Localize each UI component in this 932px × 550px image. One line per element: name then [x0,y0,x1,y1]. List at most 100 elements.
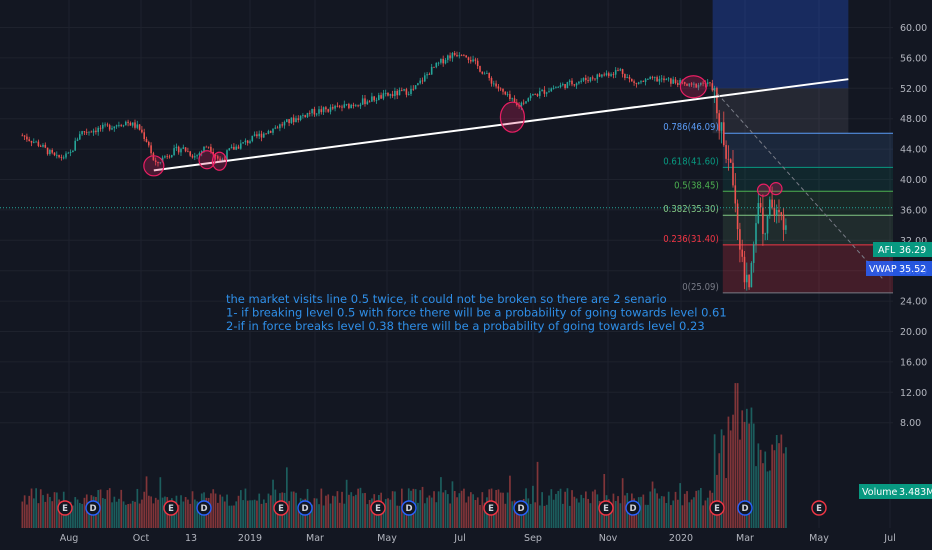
volume-bar [697,490,700,528]
volume-bar [465,502,468,528]
candle-body [647,79,649,80]
volume-bar [113,496,116,528]
candle-body [718,113,720,131]
candle-body [633,81,635,83]
candle-body [76,139,79,141]
candle-body [630,78,633,82]
volume-bar [683,493,686,528]
volume-bar [757,443,760,528]
candle-body [702,82,704,84]
candle-body [267,131,270,134]
volume-bar [65,503,67,528]
candle-body [290,117,293,124]
candle-body [580,80,582,82]
candle-body [469,60,472,62]
event-marker-label: E [278,504,284,514]
volume-bar [37,503,40,528]
volume-bar [679,483,681,528]
earnings-marker [483,500,499,516]
volume-bar [651,481,654,528]
volume-bar [118,498,120,528]
volume-bar [704,500,707,528]
candle-body [26,136,28,140]
candle-body [497,86,500,89]
volume-bar [42,495,44,528]
candle-body [430,66,433,75]
candle-body [548,91,550,93]
candle-body [745,274,748,283]
volume-bar [578,502,580,528]
candle-body [157,161,159,164]
volume-bar [106,490,109,528]
volume-bar [515,505,518,528]
volume-bar [221,496,224,528]
candle-body [111,128,113,130]
volume-bar [580,494,583,528]
y-tick-label: 56.00 [900,53,927,64]
candle-body [619,69,622,71]
candle-body [414,85,417,90]
earnings-marker [273,500,289,516]
candle-body [138,124,141,130]
candle-body [555,87,557,89]
volume-bar [476,497,479,528]
annotation-text: the market visits line 0.5 twice, it cou… [226,292,727,333]
volume-bar [187,499,189,528]
fibonacci-retracement[interactable]: 0.786(46.09) 0.618(41.60) 0.5(38.45) 0.382(… [663,122,893,294]
drawings[interactable] [0,75,893,279]
candle-body [716,87,718,114]
volume-badge-value: 3.483M [899,487,932,498]
candle-body [276,127,279,129]
volume-bar [366,504,369,528]
candle-body [304,115,306,118]
candle-body [74,140,76,151]
volume-bar [545,504,548,528]
volume-bar [262,499,265,528]
candle-body [642,81,645,83]
candle-body [601,74,603,77]
volume-bar [541,492,543,528]
candle-body [720,122,723,131]
candle-body [778,209,780,213]
volume-bar [396,505,399,528]
candle-body [311,108,313,114]
candle-body [573,84,576,86]
volume-bar [138,503,141,528]
candle-body [589,77,592,82]
dividend-marker [297,500,313,516]
volume-bar [129,503,132,528]
volume-bar [272,479,274,528]
candle-body [734,185,737,204]
volume-bar [157,499,159,528]
y-tick-label: 40.00 [900,175,927,186]
upper-zone [712,88,849,134]
price-axis[interactable]: 8.0012.0016.0020.0024.0028.0032.0036.004… [900,23,927,429]
candle-body [281,124,283,126]
volume-bar [44,501,47,528]
volume-bar [591,491,594,528]
volume-bar [467,496,470,528]
fib-zone [722,215,893,245]
candle-body [205,146,208,148]
volume-bar [343,503,346,528]
volume-bar [511,501,514,528]
volume-bar [288,500,290,528]
volume-bar [571,490,573,528]
volume-bar [463,488,465,528]
annotation-line: 2-if in force breaks level 0.38 there wi… [226,319,705,333]
volume-bar [72,505,74,528]
volume-bar [191,491,194,528]
y-tick-label: 52.00 [900,84,927,95]
candle-body [550,88,553,92]
candle-body [481,71,484,74]
candle-body [587,80,589,82]
volume-bar [81,503,83,528]
candle-body [44,144,47,148]
volume-bar [722,435,725,528]
x-tick-label: Jul [453,533,465,544]
volume-bar [228,505,231,528]
time-axis[interactable]: Aug Oct 13 2019 Mar May Jul Sep Nov 2020 Mar May Jul [60,533,896,544]
volume-bar [150,496,152,528]
